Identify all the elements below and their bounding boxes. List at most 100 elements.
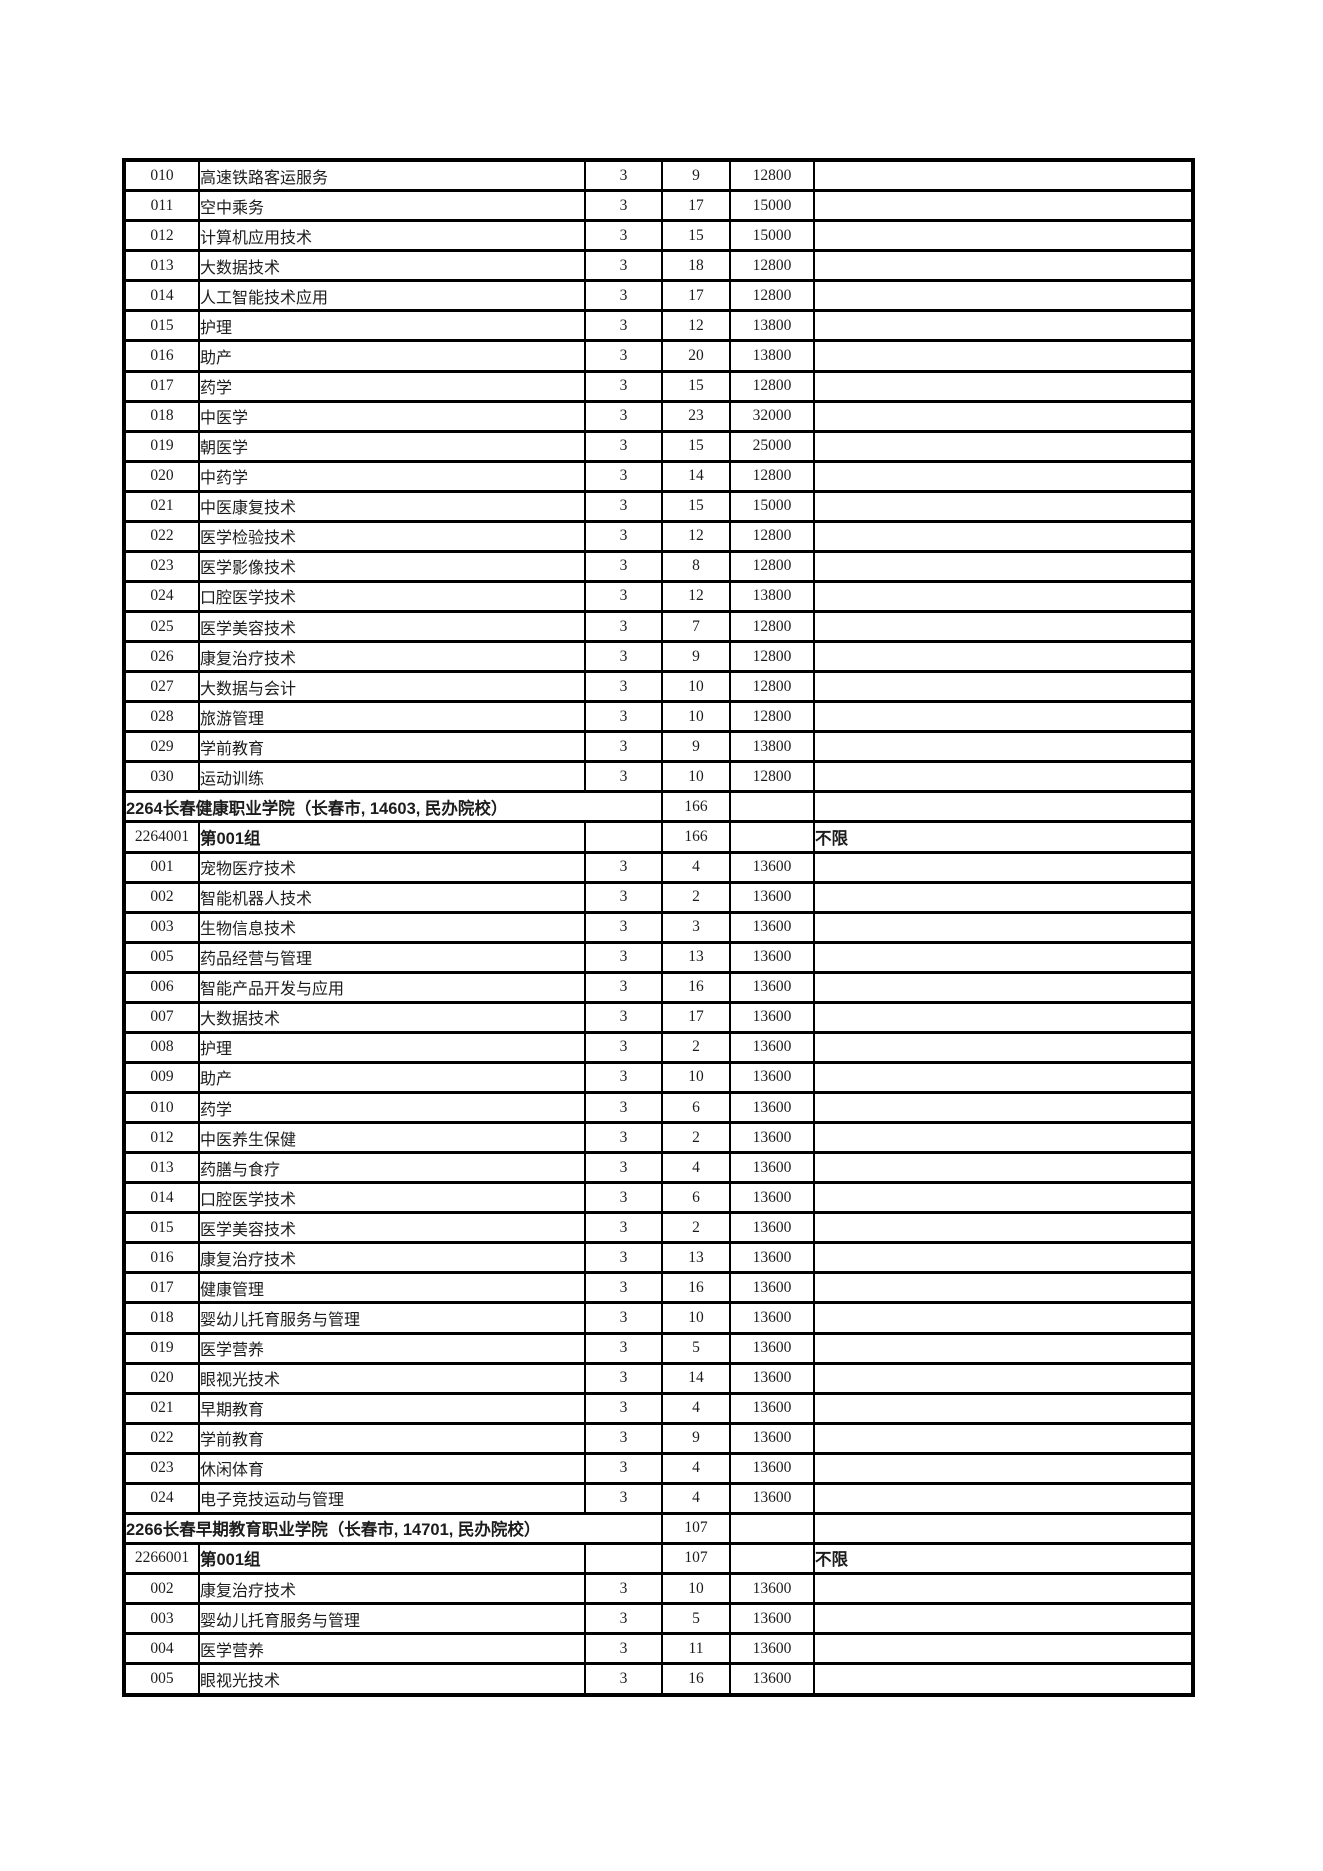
- major-row: 010 药学 3 6 13600: [123, 1090, 1194, 1125]
- study-years-cell: 3: [584, 670, 663, 704]
- remark-cell: [813, 1421, 1194, 1455]
- school-header-row: 2264长春健康职业学院（长春市, 14603, 民办院校） 166: [123, 790, 1194, 824]
- school-remark-cell: [813, 790, 1194, 824]
- major-row: 023 医学影像技术 3 8 12800: [123, 549, 1194, 583]
- major-row: 016 助产 3 20 13800: [123, 339, 1194, 373]
- major-row: 003 生物信息技术 3 3 13600: [123, 910, 1194, 944]
- major-code-cell: 022: [123, 519, 200, 553]
- plan-count-cell: 3: [661, 910, 731, 944]
- major-code-cell: 023: [123, 1451, 200, 1485]
- remark-cell: [813, 670, 1194, 704]
- remark-cell: [813, 1241, 1194, 1275]
- plan-count-cell: 16: [661, 1662, 731, 1697]
- tuition-fee-cell: 13600: [729, 1571, 815, 1606]
- major-row: 026 康复治疗技术 3 9 12800: [123, 640, 1194, 674]
- major-code-cell: 018: [123, 1301, 200, 1335]
- plan-count-cell: 5: [661, 1331, 731, 1365]
- remark-cell: [813, 1030, 1194, 1064]
- tuition-fee-cell: 15000: [729, 189, 815, 223]
- major-code-cell: 003: [123, 910, 200, 944]
- major-row: 020 眼视光技术 3 14 13600: [123, 1361, 1194, 1395]
- study-years-cell: 3: [584, 1391, 663, 1425]
- study-years-cell: 3: [584, 1151, 663, 1185]
- school-title-cell: 2266长春早期教育职业学院（长春市, 14701, 民办院校）: [123, 1511, 663, 1545]
- major-row: 002 智能机器人技术 3 2 13600: [123, 880, 1194, 914]
- major-name-cell: 药学: [198, 1090, 586, 1125]
- tuition-fee-cell: 13600: [729, 1121, 815, 1155]
- study-years-cell: 3: [584, 1090, 663, 1125]
- major-name-cell: 健康管理: [198, 1271, 586, 1305]
- study-years-cell: 3: [584, 910, 663, 944]
- plan-count-cell: 10: [661, 1571, 731, 1606]
- tuition-fee-cell: 32000: [729, 399, 815, 433]
- school-fee-cell: [729, 1511, 815, 1545]
- major-code-cell: 012: [123, 219, 200, 253]
- study-years-cell: 3: [584, 1241, 663, 1275]
- plan-count-cell: 6: [661, 1181, 731, 1215]
- major-name-cell: 婴幼儿托育服务与管理: [198, 1301, 586, 1335]
- plan-count-cell: 10: [661, 760, 731, 794]
- remark-cell: [813, 249, 1194, 283]
- tuition-fee-cell: 12800: [729, 279, 815, 313]
- remark-cell: [813, 459, 1194, 493]
- study-years-cell: 3: [584, 1000, 663, 1034]
- major-code-cell: 029: [123, 730, 200, 764]
- study-years-cell: 3: [584, 1211, 663, 1245]
- study-years-cell: 3: [584, 549, 663, 583]
- tuition-fee-cell: 12800: [729, 640, 815, 674]
- major-row: 012 计算机应用技术 3 15 15000: [123, 219, 1194, 253]
- tuition-fee-cell: 13600: [729, 850, 815, 884]
- study-years-cell: 3: [584, 640, 663, 674]
- major-code-cell: 015: [123, 1211, 200, 1245]
- school-header-row: 2266长春早期教育职业学院（长春市, 14701, 民办院校） 107: [123, 1511, 1194, 1545]
- tuition-fee-cell: 13600: [729, 880, 815, 914]
- major-row: 019 朝医学 3 15 25000: [123, 429, 1194, 463]
- remark-cell: [813, 369, 1194, 403]
- study-years-cell: 3: [584, 1571, 663, 1606]
- group-plan-total-cell: 166: [661, 820, 731, 854]
- major-name-cell: 宠物医疗技术: [198, 850, 586, 884]
- plan-count-cell: 15: [661, 489, 731, 523]
- major-name-cell: 医学美容技术: [198, 1211, 586, 1245]
- plan-count-cell: 10: [661, 1301, 731, 1335]
- remark-cell: [813, 189, 1194, 223]
- remark-cell: [813, 1301, 1194, 1335]
- major-code-cell: 001: [123, 850, 200, 884]
- major-name-cell: 空中乘务: [198, 189, 586, 223]
- major-row: 025 医学美容技术 3 7 12800: [123, 609, 1194, 644]
- major-name-cell: 医学营养: [198, 1632, 586, 1666]
- remark-cell: [813, 429, 1194, 463]
- major-name-cell: 大数据技术: [198, 1000, 586, 1034]
- study-years-cell: 3: [584, 158, 663, 193]
- major-code-cell: 003: [123, 1602, 200, 1636]
- major-row: 024 口腔医学技术 3 12 13800: [123, 579, 1194, 614]
- study-years-cell: 3: [584, 880, 663, 914]
- major-row: 015 医学美容技术 3 2 13600: [123, 1211, 1194, 1245]
- remark-cell: [813, 1331, 1194, 1365]
- major-code-cell: 023: [123, 549, 200, 583]
- major-name-cell: 生物信息技术: [198, 910, 586, 944]
- tuition-fee-cell: 13600: [729, 1331, 815, 1365]
- tuition-fee-cell: 13600: [729, 1421, 815, 1455]
- remark-cell: [813, 1361, 1194, 1395]
- plan-count-cell: 10: [661, 700, 731, 734]
- major-name-cell: 中医养生保健: [198, 1121, 586, 1155]
- major-code-cell: 010: [123, 158, 200, 193]
- major-code-cell: 018: [123, 399, 200, 433]
- plan-count-cell: 9: [661, 158, 731, 193]
- tuition-fee-cell: 13600: [729, 1662, 815, 1697]
- plan-count-cell: 9: [661, 640, 731, 674]
- tuition-fee-cell: 13600: [729, 910, 815, 944]
- study-years-cell: 3: [584, 1421, 663, 1455]
- plan-count-cell: 14: [661, 1361, 731, 1395]
- study-years-cell: 3: [584, 850, 663, 884]
- plan-count-cell: 15: [661, 369, 731, 403]
- major-code-cell: 013: [123, 249, 200, 283]
- major-name-cell: 助产: [198, 339, 586, 373]
- plan-count-cell: 16: [661, 970, 731, 1004]
- major-name-cell: 康复治疗技术: [198, 1571, 586, 1606]
- major-code-cell: 015: [123, 309, 200, 343]
- tuition-fee-cell: 12800: [729, 549, 815, 583]
- tuition-fee-cell: 13800: [729, 730, 815, 764]
- group-remark-cell: 不限: [813, 820, 1194, 854]
